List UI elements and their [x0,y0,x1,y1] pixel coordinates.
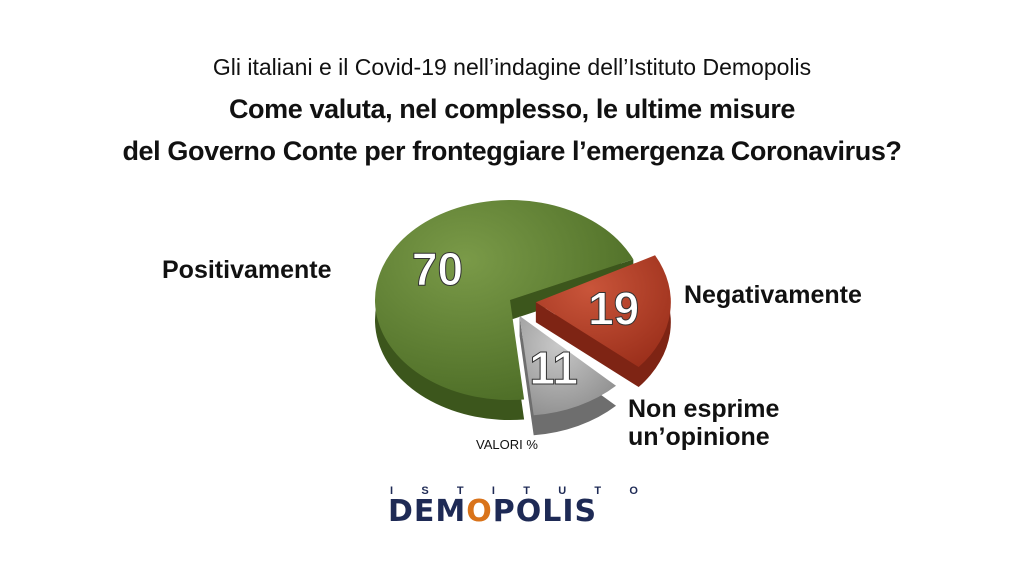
logo-letter-0: I [390,485,394,497]
logo-demopolis: DEMOPOLIS [388,494,597,529]
pie-slice-2 [519,315,617,416]
slice-label-negative: Negativamente [684,281,862,309]
slice-label-no-opinion-line-2: un’opinione [628,423,770,451]
pie-value-label-1: 19 [588,283,639,335]
logo-letter-6: T [594,485,602,497]
logo-part-2: POLIS [492,494,598,529]
logo-letter-5: U [558,485,567,497]
slice-label-no-opinion-line-1: Non esprime [628,395,780,423]
chart-title: Come valuta, nel complesso, le ultime mi… [0,88,1024,172]
pie-slice-0 [375,199,634,400]
logo-letter-1: S [421,485,429,497]
units-note: VALORI % [476,437,538,452]
logo-letter-7: O [629,485,638,497]
chart-title-line-2: del Governo Conte per fronteggiare l’eme… [122,136,902,166]
slice-label-no-opinion: Non esprime un’opinione [628,395,828,451]
pie-value-label-0: 70 [412,243,463,295]
chart-title-line-1: Come valuta, nel complesso, le ultime mi… [228,94,796,124]
pie-slice-1 [535,255,671,368]
pie-value-label-2: 11 [529,342,578,394]
logo-o: O [466,494,493,529]
logo-letter-2: T [456,485,464,497]
logo-letter-4: T [523,485,530,497]
logo-part-1: DEM [388,494,467,529]
logo-letter-3: I [491,485,495,497]
chart-subtitle: Gli italiani e il Covid-19 nell’indagine… [212,54,812,80]
slice-label-positive: Positivamente [162,256,332,284]
